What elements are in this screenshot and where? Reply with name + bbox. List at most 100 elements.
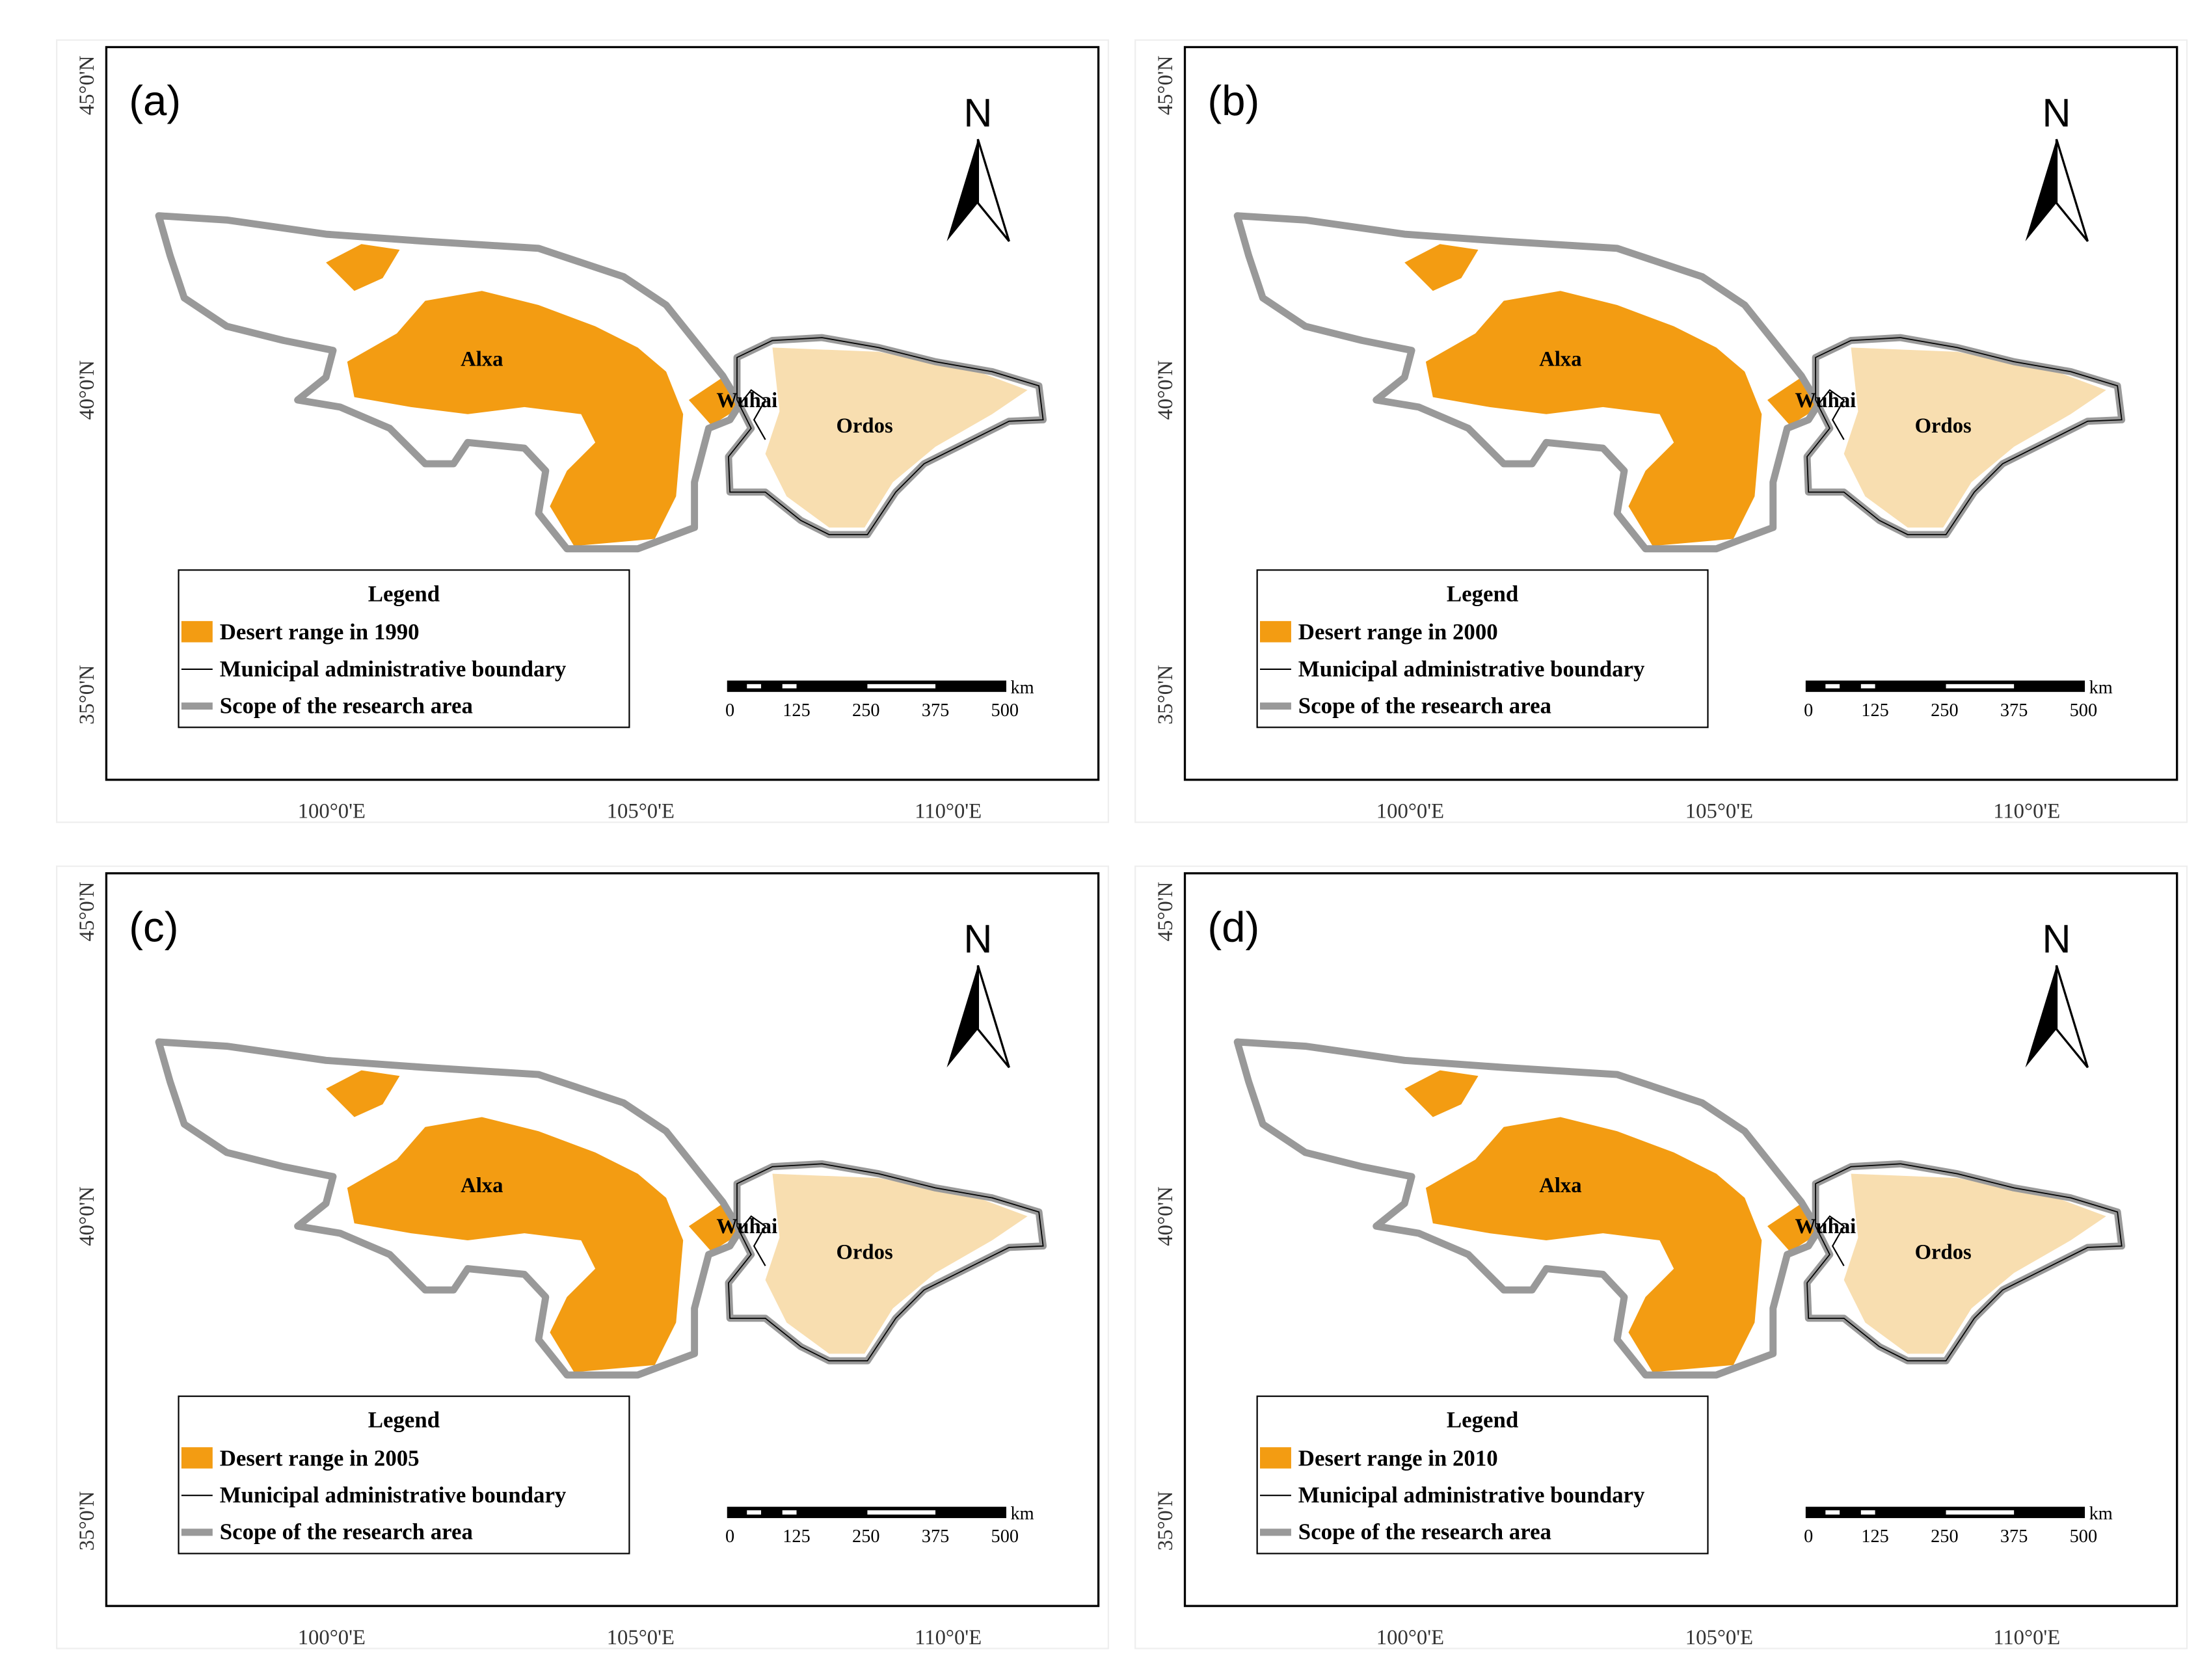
scale-label: 500 [991, 700, 1019, 721]
scale-label: 500 [991, 1527, 1019, 1547]
legend-box [178, 569, 630, 728]
alxa-desert-north [1404, 1070, 1479, 1117]
scale-label: 125 [1861, 1527, 1888, 1547]
legend-item: Desert range in 2000 [1298, 619, 1498, 645]
scale-label: 500 [2070, 700, 2097, 721]
north-label: N [963, 917, 992, 961]
latitude-label: 35°0'N [75, 665, 99, 725]
latitude-label: 40°0'N [1154, 1186, 1177, 1246]
region-label: Alxa [461, 1174, 503, 1197]
legend-box [1256, 569, 1709, 728]
scale-unit: km [1011, 678, 1034, 698]
alxa-desert [347, 1117, 684, 1372]
municipal-boundary [1817, 1215, 1845, 1266]
municipal-outline [1806, 337, 2123, 535]
scale-label: 0 [725, 1527, 734, 1547]
scale-label: 375 [2000, 1527, 2028, 1547]
alxa-desert-north [326, 1070, 400, 1117]
scale-label: 375 [2000, 700, 2028, 721]
latitude-label: 45°0'N [75, 882, 99, 942]
north-arrow-left [2025, 139, 2057, 241]
map-panel: Alxa Wuhai Ordos (c) N Legend Desert range in … [56, 865, 1109, 1649]
panel-label: (d) [1207, 903, 1259, 950]
legend-swatch-desert [1259, 1447, 1291, 1469]
north-label: N [2042, 90, 2070, 135]
alxa-desert [347, 291, 684, 546]
scale-label: 0 [725, 700, 734, 721]
legend-item: Scope of the research area [1298, 1519, 1551, 1545]
municipal-outline [1806, 1163, 2123, 1362]
scale-bar-gap [782, 1510, 797, 1515]
scale-unit: km [1011, 1504, 1034, 1524]
alxa-boundary [1233, 1038, 1822, 1379]
scale-bar-gap [867, 684, 936, 689]
scale-label: 125 [783, 1527, 810, 1547]
scale-unit: km [2089, 678, 2113, 698]
region-label: Alxa [1539, 1174, 1581, 1197]
panel-label: (b) [1207, 77, 1259, 124]
map-frame: Alxa Wuhai Ordos (b) N Legend Desert range in … [1183, 46, 2178, 781]
legend-item: Scope of the research area [220, 1519, 473, 1545]
scale-bar [1805, 1506, 2085, 1519]
scale-bar [1805, 680, 2085, 692]
region-label: Ordos [837, 1240, 893, 1264]
longitude-label: 105°0'E [1685, 800, 1753, 823]
legend-title: Legend [368, 581, 440, 606]
scale-label: 125 [1861, 700, 1888, 721]
scale-bar-gap [1946, 684, 2015, 689]
municipal-boundary [1817, 389, 1845, 440]
longitude-label: 100°0'E [1376, 800, 1444, 823]
municipal-boundary [739, 389, 767, 440]
legend-title: Legend [1447, 1407, 1518, 1433]
legend-item: Municipal administrative boundary [1298, 656, 1645, 682]
scale-bar-gap [1946, 1510, 2015, 1515]
alxa-desert [1425, 291, 1762, 546]
latitude-label: 40°0'N [75, 1186, 99, 1246]
longitude-label: 110°0'E [1993, 1626, 2060, 1649]
ordos-desert [765, 1173, 1028, 1354]
scale-label: 0 [1804, 1527, 1813, 1547]
scale-label: 250 [1931, 700, 1958, 721]
legend-item: Municipal administrative boundary [220, 656, 567, 682]
scale-bar-gap [1860, 684, 1875, 689]
map-frame: Alxa Wuhai Ordos (d) N Legend Desert range in … [1183, 872, 2178, 1607]
longitude-label: 100°0'E [1376, 1626, 1444, 1649]
alxa-desert-north [1404, 244, 1479, 291]
map-frame: Alxa Wuhai Ordos (c) N Legend Desert range in … [105, 872, 1100, 1607]
scale-label: 250 [1931, 1527, 1958, 1547]
north-arrow-left [946, 965, 978, 1068]
legend-item: Scope of the research area [220, 693, 473, 718]
latitude-label: 40°0'N [75, 360, 99, 420]
scale-bar-gap [1825, 684, 1840, 689]
scale-label: 375 [922, 700, 949, 721]
legend-item: Desert range in 2005 [220, 1445, 420, 1471]
legend-box [178, 1395, 630, 1554]
legend-item: Municipal administrative boundary [220, 1482, 567, 1508]
scale-bar-gap [1860, 1510, 1875, 1515]
longitude-label: 100°0'E [298, 800, 366, 823]
scale-bar [727, 1506, 1006, 1519]
latitude-label: 45°0'N [1154, 882, 1177, 942]
legend-title: Legend [368, 1407, 440, 1433]
legend-swatch-desert [181, 1447, 213, 1469]
legend-swatch-desert [181, 620, 213, 643]
region-label: Ordos [1915, 414, 1972, 438]
latitude-label: 45°0'N [1154, 55, 1177, 115]
longitude-label: 105°0'E [607, 800, 675, 823]
municipal-outline [728, 1163, 1044, 1362]
longitude-label: 110°0'E [1993, 800, 2060, 823]
ordos-desert [1843, 347, 2106, 528]
legend-item: Desert range in 1990 [220, 619, 420, 645]
longitude-label: 110°0'E [915, 1626, 982, 1649]
north-arrow-right [2055, 965, 2089, 1069]
north-arrow-right [2055, 139, 2089, 242]
north-arrow-right [976, 139, 1010, 242]
ordos-desert [765, 347, 1028, 528]
north-arrow-right [976, 965, 1010, 1069]
latitude-label: 40°0'N [1154, 360, 1177, 420]
scale-label: 250 [852, 1527, 879, 1547]
latitude-label: 35°0'N [1154, 665, 1177, 725]
longitude-label: 105°0'E [607, 1626, 675, 1649]
municipal-outline [728, 337, 1044, 535]
